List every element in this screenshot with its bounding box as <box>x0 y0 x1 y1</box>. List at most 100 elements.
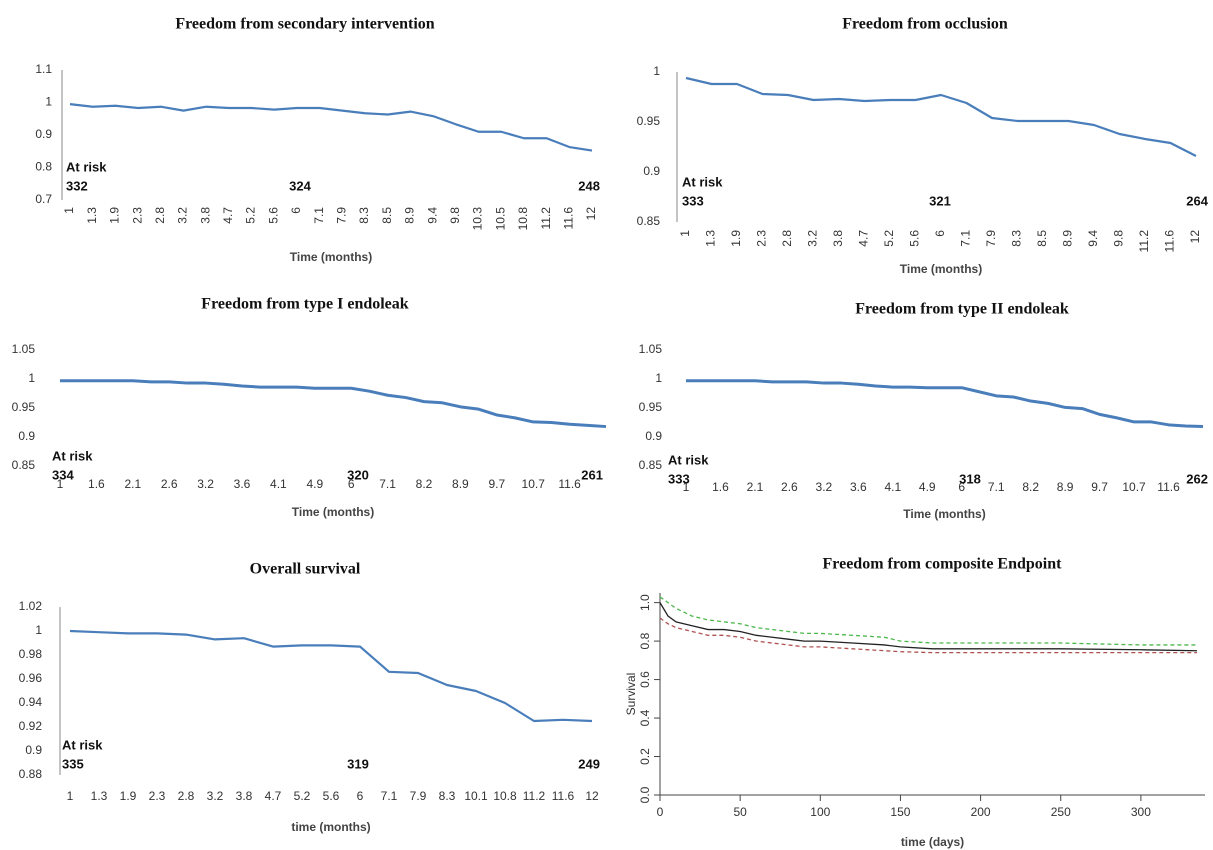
x-tick-label: 8.9 <box>452 477 469 491</box>
x-tick-label: 8.9 <box>403 207 417 224</box>
line-series <box>685 76 1197 157</box>
at-risk-count: 333 <box>682 193 704 208</box>
line-series <box>60 379 607 429</box>
x-tick-label: 4.9 <box>919 480 936 494</box>
x-tick-label: 1.9 <box>120 789 137 803</box>
x-tick-label: 10.8 <box>516 207 530 231</box>
x-tick-label: 2.6 <box>781 480 798 494</box>
y-tick-label: 1 <box>45 95 52 109</box>
x-tick-label: 9.4 <box>425 207 439 224</box>
x-tick-label: 8.5 <box>1035 230 1049 247</box>
at-risk-count: 324 <box>289 178 311 193</box>
x-tick-label: 6 <box>348 477 355 491</box>
x-tick-label: 4.9 <box>306 477 323 491</box>
chart-title: Overall survival <box>250 561 361 578</box>
y-tick-label: 0.9 <box>645 429 662 443</box>
x-tick-label: 1.6 <box>88 477 105 491</box>
x-tick-label: 3.6 <box>850 480 867 494</box>
x-tick-label: 3.8 <box>198 207 212 224</box>
y-tick-label: 1 <box>35 623 42 637</box>
x-tick-label: 7.1 <box>379 477 396 491</box>
x-tick-label: 1 <box>683 480 690 494</box>
x-tick-label: 3.8 <box>831 230 845 247</box>
x-tick-label: 5.2 <box>244 207 258 224</box>
y-tick-label: 0.9 <box>18 429 35 443</box>
x-tick-label: 10.8 <box>493 789 517 803</box>
x-tick-label: 9.8 <box>1112 230 1126 247</box>
y-tick-label: 0.88 <box>19 767 43 781</box>
y-tick-label: 0.96 <box>19 671 43 685</box>
x-tick-label: 11.6 <box>1163 230 1177 253</box>
y-tick-label: 0.9 <box>35 127 52 141</box>
y-tick-label: 0.92 <box>19 719 43 733</box>
y-tick-label: 0.8 <box>638 632 652 649</box>
y-tick-label: 1.0 <box>638 594 652 611</box>
y-axis-label: Survival <box>624 673 638 716</box>
at-risk-count: 249 <box>578 756 600 771</box>
chart-title: Freedom from type I endoleak <box>201 296 408 313</box>
x-tick-label: 4.7 <box>857 230 871 247</box>
x-tick-label: 1.3 <box>91 789 108 803</box>
x-tick-label: 1.3 <box>704 230 718 247</box>
x-tick-label: 300 <box>1131 805 1151 819</box>
x-tick-label: 8.5 <box>380 207 394 224</box>
x-tick-label: 50 <box>733 805 747 819</box>
x-tick-label: 10.5 <box>493 207 507 231</box>
x-tick-label: 2.3 <box>755 230 769 247</box>
at-risk-count: 264 <box>1186 193 1208 208</box>
x-tick-label: 6 <box>357 789 364 803</box>
x-tick-label: 8.9 <box>1057 480 1074 494</box>
x-tick-label: 11.6 <box>1157 480 1180 494</box>
x-tick-label: 7.1 <box>988 480 1005 494</box>
chart-title: Freedom from occlusion <box>842 16 1008 33</box>
at-risk-count: 332 <box>66 178 88 193</box>
line-series <box>686 379 1204 429</box>
x-tick-label: 3.2 <box>816 480 833 494</box>
x-tick-label: 8.3 <box>1010 230 1024 247</box>
y-tick-label: 0.95 <box>639 400 663 414</box>
x-tick-label: 6 <box>289 207 303 214</box>
x-tick-label: 10.1 <box>464 789 488 803</box>
y-tick-label: 0.9 <box>25 743 42 757</box>
x-axis-label: Time (months) <box>900 262 982 276</box>
y-tick-label: 0.2 <box>638 748 652 765</box>
x-tick-label: 4.7 <box>221 207 235 224</box>
x-tick-label: 1 <box>67 789 74 803</box>
x-tick-label: 3.2 <box>197 477 214 491</box>
x-tick-label: 11.6 <box>558 477 581 491</box>
x-tick-label: 5.6 <box>323 789 340 803</box>
y-tick-label: 0.9 <box>643 164 660 178</box>
at-risk-count: 318 <box>959 471 981 486</box>
x-tick-label: 2.8 <box>178 789 195 803</box>
chart-title: Freedom from secondary intervention <box>175 16 434 33</box>
x-tick-label: 10.7 <box>1122 480 1146 494</box>
at-risk-count: 334 <box>52 467 74 482</box>
y-tick-label: 1.05 <box>639 342 663 356</box>
x-tick-label: 12 <box>584 207 598 221</box>
x-tick-label: 9.4 <box>1086 230 1100 247</box>
x-tick-label: 2.8 <box>780 230 794 247</box>
survival-curve <box>659 602 1197 652</box>
x-tick-label: 1 <box>678 230 692 237</box>
x-tick-label: 10.3 <box>471 207 485 231</box>
x-axis-label: Time (months) <box>290 250 372 264</box>
y-tick-label: 0.6 <box>638 671 652 688</box>
x-tick-label: 7.9 <box>335 207 349 224</box>
y-tick-label: 0.85 <box>639 458 663 472</box>
y-tick-label: 0.85 <box>12 458 36 472</box>
x-tick-label: 9.7 <box>488 477 505 491</box>
at-risk-label: At risk <box>52 448 93 463</box>
x-tick-label: 8.3 <box>439 789 456 803</box>
x-tick-label: 12 <box>1188 230 1202 244</box>
x-tick-label: 5.6 <box>908 230 922 247</box>
at-risk-label: At risk <box>682 174 723 189</box>
y-tick-label: 0.95 <box>12 400 36 414</box>
x-tick-label: 8.2 <box>1022 480 1039 494</box>
survival-curve <box>659 596 1197 646</box>
x-tick-label: 7.1 <box>959 230 973 247</box>
at-risk-label: At risk <box>66 159 107 174</box>
x-tick-label: 11.2 <box>1137 230 1151 253</box>
x-axis-label: time (days) <box>901 835 964 849</box>
at-risk-count: 321 <box>929 193 951 208</box>
